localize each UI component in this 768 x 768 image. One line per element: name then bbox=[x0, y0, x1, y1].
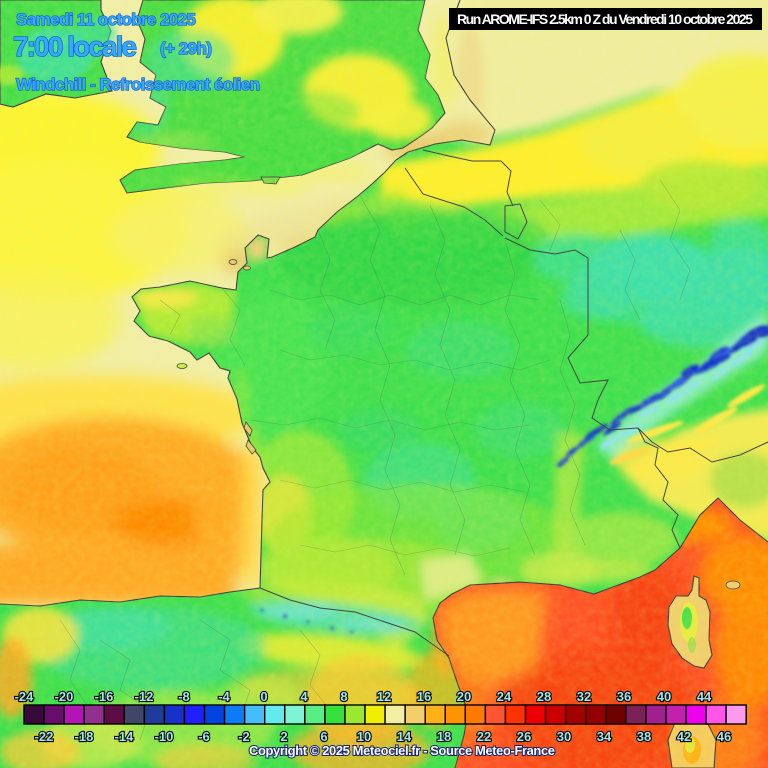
svg-text:38: 38 bbox=[637, 729, 651, 744]
svg-text:-4: -4 bbox=[218, 689, 230, 704]
svg-text:-20: -20 bbox=[55, 689, 74, 704]
svg-text:24: 24 bbox=[497, 689, 512, 704]
svg-text:Run AROME-IFS 2.5km 0 Z du Ven: Run AROME-IFS 2.5km 0 Z du Vendredi 10 o… bbox=[457, 11, 753, 27]
svg-text:Samedi 11 octobre 2025: Samedi 11 octobre 2025 bbox=[16, 10, 196, 29]
svg-text:-10: -10 bbox=[155, 729, 174, 744]
svg-text:34: 34 bbox=[597, 729, 612, 744]
svg-text:-6: -6 bbox=[198, 729, 210, 744]
svg-text:46: 46 bbox=[717, 729, 731, 744]
svg-text:Windchill - Refroissement éoli: Windchill - Refroissement éolien bbox=[16, 75, 260, 94]
svg-text:14: 14 bbox=[397, 729, 412, 744]
svg-text:22: 22 bbox=[477, 729, 491, 744]
svg-text:42: 42 bbox=[677, 729, 691, 744]
svg-text:-18: -18 bbox=[75, 729, 94, 744]
svg-text:-24: -24 bbox=[15, 689, 35, 704]
svg-text:-2: -2 bbox=[238, 729, 250, 744]
svg-text:Copyright © 2025 Meteociel.fr: Copyright © 2025 Meteociel.fr - Source M… bbox=[249, 743, 555, 758]
svg-text:20: 20 bbox=[457, 689, 471, 704]
svg-text:32: 32 bbox=[577, 689, 591, 704]
svg-text:8: 8 bbox=[340, 689, 347, 704]
svg-text:18: 18 bbox=[437, 729, 451, 744]
svg-text:36: 36 bbox=[617, 689, 631, 704]
svg-text:(+ 29h): (+ 29h) bbox=[160, 39, 212, 58]
svg-text:26: 26 bbox=[517, 729, 531, 744]
svg-text:16: 16 bbox=[417, 689, 431, 704]
svg-text:2: 2 bbox=[280, 729, 287, 744]
svg-text:40: 40 bbox=[657, 689, 671, 704]
svg-text:6: 6 bbox=[320, 729, 327, 744]
svg-text:12: 12 bbox=[377, 689, 391, 704]
svg-text:-12: -12 bbox=[135, 689, 154, 704]
svg-text:-16: -16 bbox=[95, 689, 114, 704]
svg-text:-8: -8 bbox=[178, 689, 190, 704]
svg-text:10: 10 bbox=[357, 729, 371, 744]
svg-text:30: 30 bbox=[557, 729, 571, 744]
svg-text:0: 0 bbox=[260, 689, 267, 704]
svg-text:-14: -14 bbox=[115, 729, 135, 744]
svg-text:7:00 locale: 7:00 locale bbox=[13, 31, 137, 62]
svg-text:-22: -22 bbox=[35, 729, 54, 744]
svg-text:28: 28 bbox=[537, 689, 551, 704]
svg-text:44: 44 bbox=[697, 689, 712, 704]
svg-text:4: 4 bbox=[300, 689, 308, 704]
